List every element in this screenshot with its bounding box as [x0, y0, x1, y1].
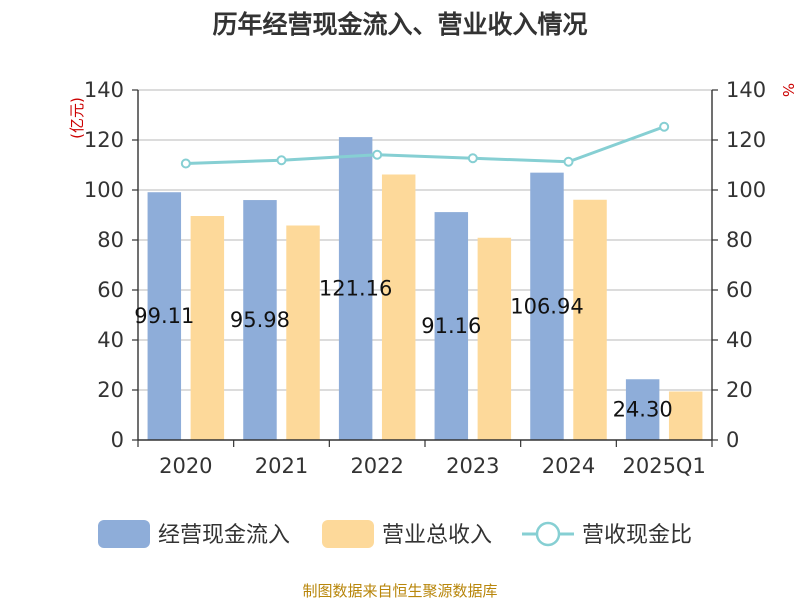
ratio-point [659, 121, 670, 132]
right-tick-label: 20 [726, 378, 753, 402]
cash-inflow-value-label: 121.16 [319, 277, 392, 301]
axes: 020406080100120140020406080100120140(亿元)… [68, 78, 797, 478]
cash-inflow-bar [434, 212, 469, 440]
left-tick-label: 80 [97, 228, 124, 252]
revenue-bar [190, 216, 225, 440]
left-tick-label: 20 [97, 378, 124, 402]
left-axis-unit: (亿元) [68, 97, 86, 139]
cash-inflow-bar [338, 137, 373, 440]
data-labels: 99.11 95.98 121.16 91.16 106.94 24.30 [134, 277, 672, 422]
legend: 经营现金流入 营业总收入 营收现金比 [98, 520, 692, 548]
left-tick-label: 60 [97, 278, 124, 302]
legend-swatch-cash-inflow [98, 520, 150, 548]
left-tick-label: 100 [84, 178, 124, 202]
ratio-point [563, 156, 574, 167]
left-tick-label: 120 [84, 128, 124, 152]
left-tick-label: 40 [97, 328, 124, 352]
revenue-bar [381, 174, 416, 440]
ratio-point [276, 155, 287, 166]
right-tick-label: 40 [726, 328, 753, 352]
right-tick-label: 120 [726, 128, 766, 152]
ratio-point [467, 153, 478, 164]
gridlines [138, 89, 712, 391]
ratio-point [372, 149, 383, 160]
x-tick-label: 2020 [159, 454, 212, 478]
legend-swatch-ratio-marker [535, 521, 561, 547]
source-note: 制图数据来自恒生聚源数据库 [302, 582, 497, 600]
cash-inflow-value-label: 24.30 [613, 398, 673, 422]
cash-inflow-bar [243, 200, 277, 440]
right-tick-label: 60 [726, 278, 753, 302]
legend-label-cash-inflow: 经营现金流入 [158, 523, 290, 548]
revenue-bar [573, 199, 607, 440]
cash-inflow-bar [147, 192, 182, 440]
ratio-line-path [185, 125, 665, 165]
bars [147, 137, 703, 440]
right-tick-label: 80 [726, 228, 753, 252]
left-tick-label: 140 [84, 78, 124, 102]
revenue-bar [286, 225, 320, 440]
x-tick-label: 2024 [542, 454, 595, 478]
right-tick-label: 100 [726, 178, 766, 202]
cash-inflow-value-label: 91.16 [421, 314, 481, 338]
right-tick-label: 0 [726, 428, 739, 452]
legend-swatch-revenue [322, 520, 374, 548]
revenue-bar [668, 391, 703, 440]
cash-inflow-value-label: 99.11 [134, 304, 194, 328]
revenue-bar [477, 237, 512, 440]
ratio-point [180, 158, 191, 169]
cash-inflow-value-label: 106.94 [510, 294, 583, 318]
x-tick-label: 2023 [446, 454, 499, 478]
right-tick-label: 140 [726, 78, 766, 102]
x-tick-label: 2021 [255, 454, 308, 478]
cash-inflow-bar [530, 172, 564, 440]
legend-label-revenue: 营业总收入 [382, 523, 492, 548]
legend-label-ratio: 营收现金比 [582, 523, 692, 548]
x-tick-label: 2025Q1 [622, 454, 705, 478]
right-axis-unit: % [779, 83, 797, 97]
cash-inflow-value-label: 95.98 [230, 308, 290, 332]
cash-inflow-bar [625, 379, 660, 440]
x-tick-label: 2022 [350, 454, 403, 478]
chart-title: 历年经营现金流入、营业收入情况 [212, 10, 587, 39]
ratio-line [180, 121, 670, 169]
left-tick-label: 0 [111, 428, 124, 452]
